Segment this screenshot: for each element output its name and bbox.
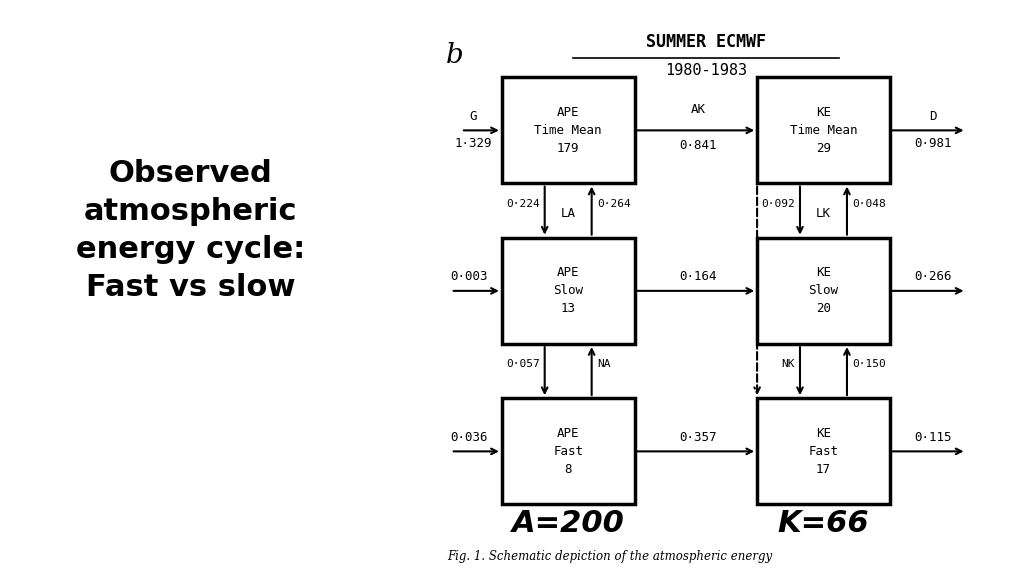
Text: KE
Fast
17: KE Fast 17 xyxy=(809,427,839,476)
Text: 0·150: 0·150 xyxy=(852,359,886,369)
FancyBboxPatch shape xyxy=(502,77,635,183)
Text: K=66: K=66 xyxy=(777,509,869,537)
Text: 0·266: 0·266 xyxy=(914,270,951,283)
Text: APE
Slow
13: APE Slow 13 xyxy=(553,266,583,316)
Text: Observed
atmospheric
energy cycle:
Fast vs slow: Observed atmospheric energy cycle: Fast … xyxy=(76,159,305,302)
Text: APE
Time Mean
179: APE Time Mean 179 xyxy=(535,106,602,155)
Text: APE
Fast
8: APE Fast 8 xyxy=(553,427,583,476)
Text: LK: LK xyxy=(816,207,830,220)
Text: G: G xyxy=(469,109,477,123)
Text: b: b xyxy=(445,41,464,69)
Text: 0·036: 0·036 xyxy=(451,430,487,444)
Text: SUMMER ECMWF: SUMMER ECMWF xyxy=(646,33,766,51)
Text: 0·264: 0·264 xyxy=(597,199,631,209)
FancyBboxPatch shape xyxy=(757,399,890,505)
FancyBboxPatch shape xyxy=(502,399,635,505)
Text: 0·092: 0·092 xyxy=(761,199,795,209)
Text: 0·357: 0·357 xyxy=(679,430,717,444)
Text: KE
Time Mean
29: KE Time Mean 29 xyxy=(790,106,857,155)
Text: 0·115: 0·115 xyxy=(914,430,951,444)
Text: Fig. 1. Schematic depiction of the atmospheric energy: Fig. 1. Schematic depiction of the atmos… xyxy=(447,550,773,563)
Text: 1·329: 1·329 xyxy=(455,137,492,150)
Text: 0·057: 0·057 xyxy=(506,359,540,369)
Text: NK: NK xyxy=(781,359,795,369)
Text: 0·048: 0·048 xyxy=(852,199,886,209)
Text: A=200: A=200 xyxy=(512,509,625,537)
FancyBboxPatch shape xyxy=(757,238,890,344)
Text: 0·224: 0·224 xyxy=(506,199,540,209)
Text: 0·164: 0·164 xyxy=(679,270,717,283)
Text: 0·003: 0·003 xyxy=(451,270,487,283)
Text: KE
Slow
20: KE Slow 20 xyxy=(809,266,839,316)
Text: 0·981: 0·981 xyxy=(914,137,951,150)
Text: LA: LA xyxy=(561,207,575,220)
Text: 0·841: 0·841 xyxy=(679,139,717,152)
FancyBboxPatch shape xyxy=(757,77,890,183)
Text: AK: AK xyxy=(690,103,706,116)
FancyBboxPatch shape xyxy=(502,238,635,344)
Text: NA: NA xyxy=(597,359,610,369)
Text: 1980-1983: 1980-1983 xyxy=(665,63,748,78)
Text: D: D xyxy=(929,109,937,123)
